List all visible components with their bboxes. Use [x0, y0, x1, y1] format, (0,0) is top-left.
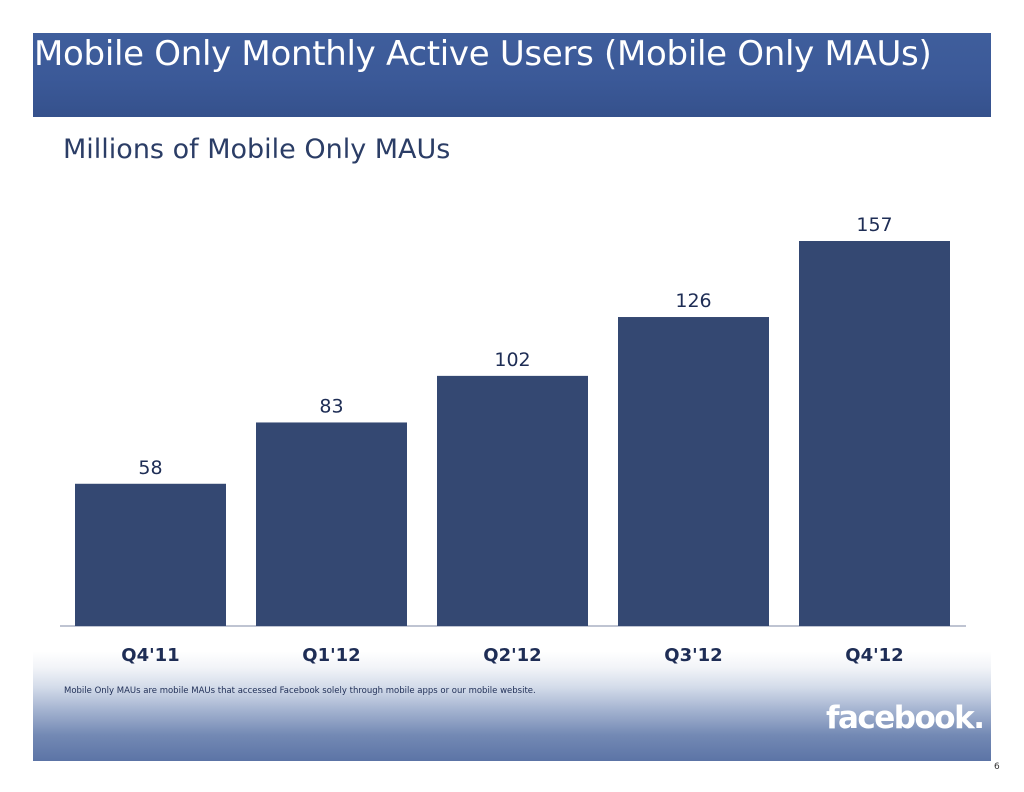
bar-3: [618, 317, 769, 626]
value-label-3: 126: [675, 290, 711, 312]
title-banner: [33, 33, 991, 117]
value-label-2: 102: [494, 349, 530, 371]
category-label-group: Q4'11 Q1'12 Q2'12 Q3'12 Q4'12: [121, 645, 903, 666]
category-label-2: Q2'12: [483, 645, 541, 666]
bar-4: [799, 241, 950, 626]
value-label-4: 157: [856, 214, 892, 236]
value-label-0: 58: [138, 457, 162, 479]
bar-0: [75, 483, 226, 626]
value-label-1: 83: [319, 395, 343, 417]
category-label-4: Q4'12: [845, 645, 903, 666]
slide-title: Mobile Only Monthly Active Users (Mobile…: [34, 34, 932, 74]
category-label-1: Q1'12: [302, 645, 360, 666]
bar-1: [256, 422, 407, 626]
value-label-group: 58 83 102 126 157: [138, 214, 892, 479]
bar-2: [437, 375, 588, 626]
page-number: 6: [994, 762, 1000, 772]
facebook-logo: facebook.: [826, 700, 985, 736]
category-label-0: Q4'11: [121, 645, 179, 666]
category-label-3: Q3'12: [664, 645, 722, 666]
bar-group: [75, 241, 950, 626]
chart-subtitle: Millions of Mobile Only MAUs: [63, 134, 451, 165]
footnote: Mobile Only MAUs are mobile MAUs that ac…: [64, 686, 536, 696]
